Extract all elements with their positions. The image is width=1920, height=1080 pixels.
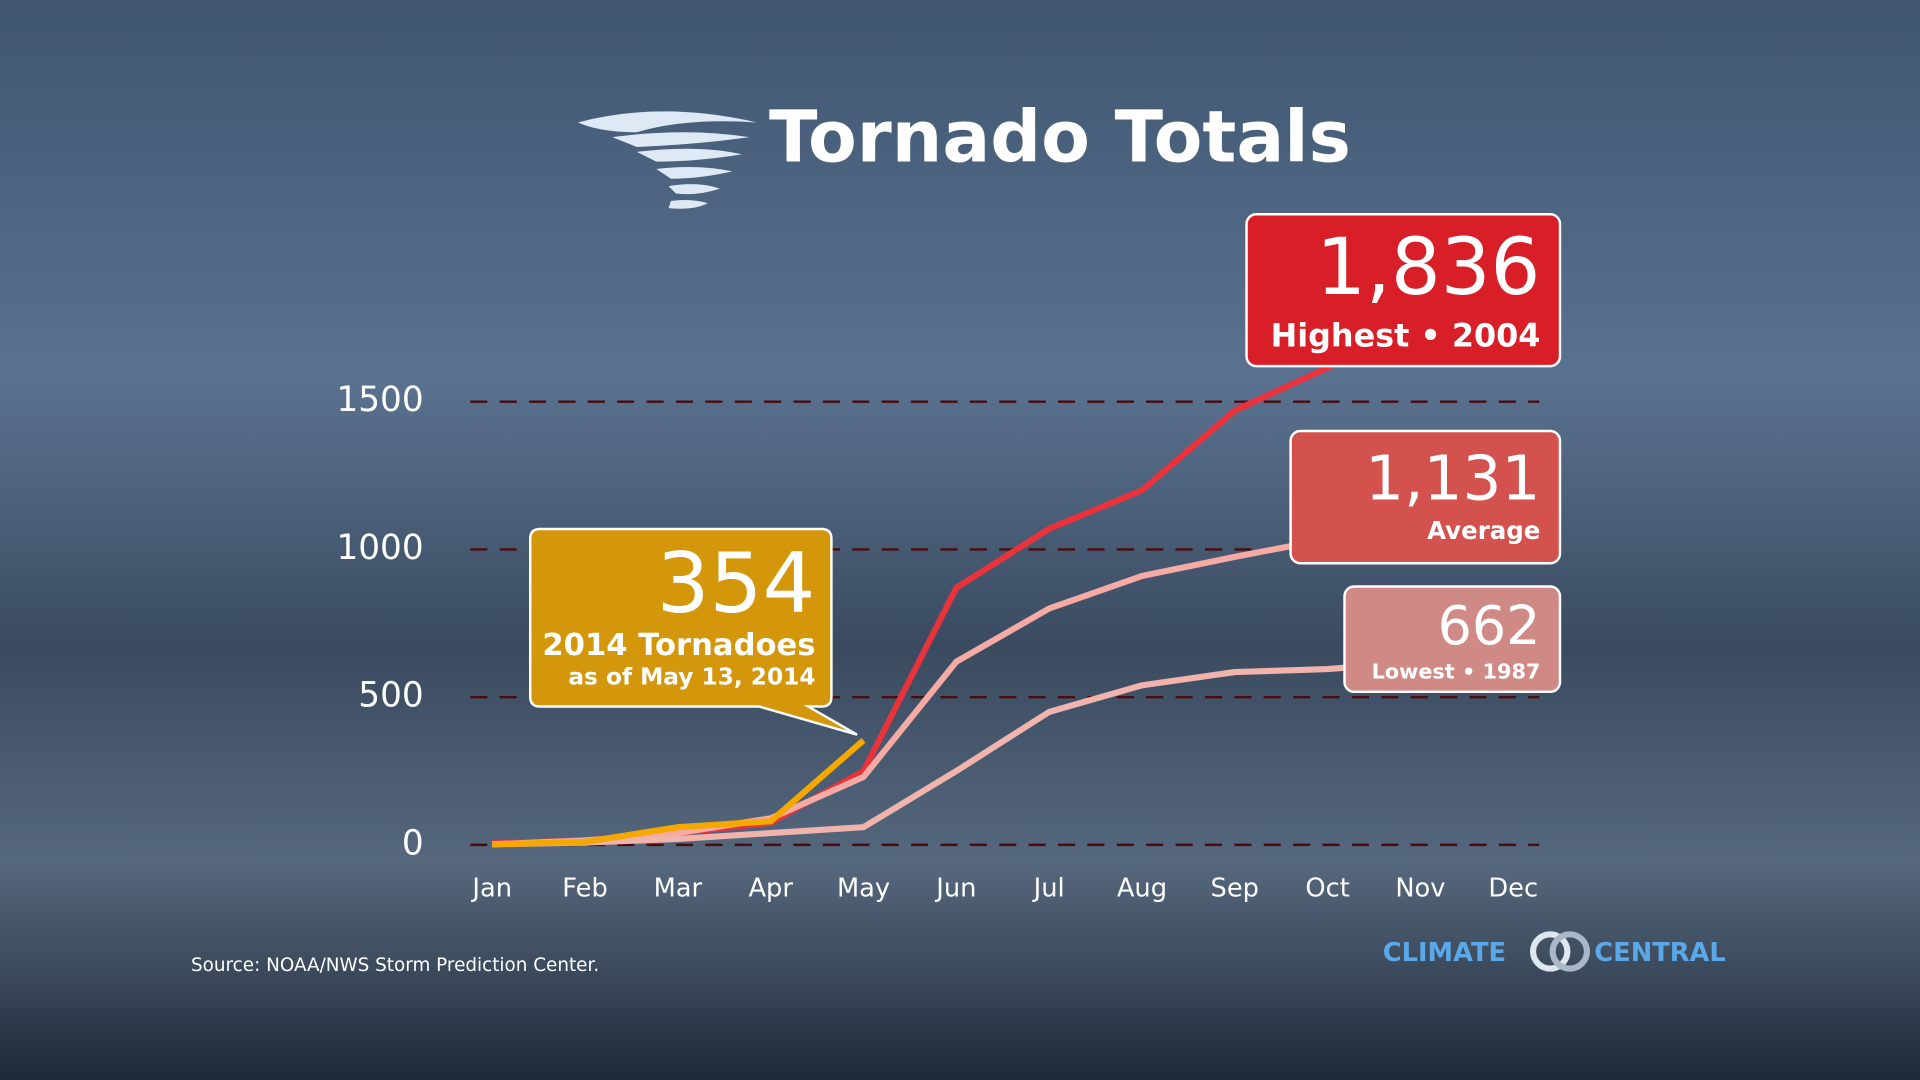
callout-box [1343,585,1562,694]
x-tick-label: Oct [1305,873,1349,903]
x-tick-label: Jun [934,873,976,903]
brand: CLIMATE [1383,938,1506,968]
chart-title: Tornado Totals [769,96,1351,179]
callout-box [528,527,858,736]
y-tick-label: 0 [402,823,424,863]
y-tick-label: 1500 [336,380,423,420]
x-tick-label: Mar [654,873,703,903]
callout-value: 354 [657,535,816,632]
x-tick-label: Aug [1117,873,1167,903]
callout-value: 662 [1438,594,1541,657]
callout-value: 1,836 [1316,222,1540,313]
x-tick-label: May [837,873,890,903]
source: Source: NOAA/NWS Storm Prediction Center… [191,955,599,976]
x-tick-label: Sep [1211,873,1259,903]
brand-logo [1549,931,1590,972]
callout-box [1289,429,1562,565]
callout-label: Average [1427,516,1540,545]
x-tick-label: Apr [748,873,793,903]
series-line [492,646,1514,848]
brand-logo [1530,931,1571,972]
callout-subtitle: as of May 13, 2014 [568,663,815,690]
callout-value: 1,131 [1365,444,1540,515]
callout-label: 2014 Tornadoes [542,628,815,663]
y-tick-label: 1000 [336,528,423,568]
callout-label: Highest • 2004 [1271,317,1541,355]
callout-box [1245,213,1562,368]
series-line [492,737,866,848]
y-tick-label: 500 [358,676,423,716]
brand: CENTRAL [1594,938,1726,968]
callout-label: Lowest • 1987 [1372,659,1541,683]
x-tick-label: Dec [1488,873,1538,903]
tornado-icon [577,111,757,209]
x-tick-label: Jul [1032,873,1065,903]
x-tick-label: Nov [1395,873,1445,903]
x-tick-label: Feb [562,873,608,903]
x-tick-label: Jan [470,873,512,903]
callouts: 1,836 Highest • 2004 1,131 Average 662 L… [528,213,1562,736]
